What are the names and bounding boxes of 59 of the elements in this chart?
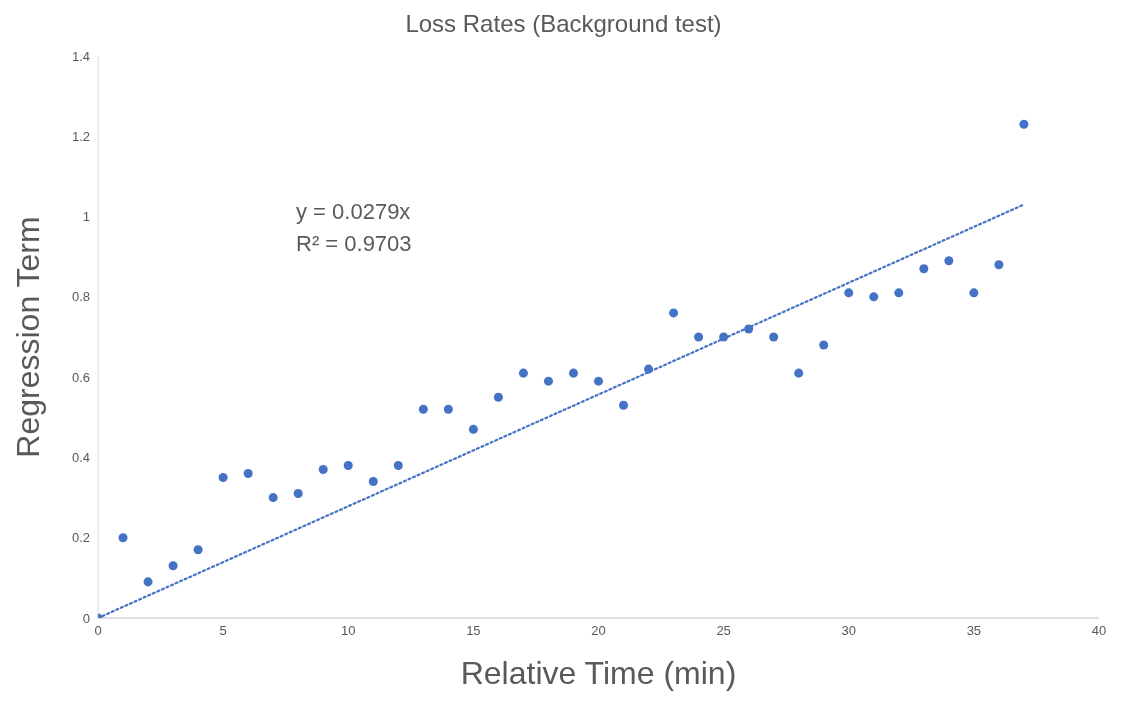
point: [593, 376, 604, 386]
y-tick-label: 1.2: [71, 128, 90, 144]
point: [543, 376, 553, 386]
point: [518, 368, 528, 378]
y-tick-label: 0.4: [71, 450, 90, 466]
point: [168, 561, 178, 571]
annotation: y = 0.0279x: [296, 198, 412, 226]
point: [819, 340, 829, 350]
point: [468, 424, 478, 434]
y-tick-label: 0.6: [71, 369, 90, 385]
point: [193, 545, 203, 555]
point: [418, 404, 428, 414]
point: [368, 477, 378, 487]
point: [1019, 119, 1029, 129]
point: [218, 472, 228, 483]
y-axis-title: Regression Term: [10, 216, 47, 458]
point: [919, 264, 929, 274]
point: [644, 364, 654, 374]
point: [769, 332, 779, 342]
point: [318, 464, 328, 474]
point: [669, 308, 679, 318]
y-tick-label: 1: [82, 209, 90, 225]
point: [969, 288, 979, 298]
point: [719, 332, 729, 342]
point: [568, 368, 578, 378]
point: [143, 577, 153, 587]
point: [393, 460, 403, 470]
point: [744, 324, 754, 334]
x-tick-label: 0: [94, 623, 102, 639]
point: [694, 332, 704, 342]
point: [243, 468, 253, 478]
x-tick-label: 5: [219, 623, 227, 639]
point: [293, 489, 303, 499]
point: [118, 533, 128, 543]
x-axis-title: Relative Time (min): [460, 655, 737, 691]
chart-title: Loss Rates (Background test): [404, 10, 723, 38]
point: [493, 392, 503, 402]
point: [994, 260, 1004, 270]
y-tick-label: 0: [82, 610, 90, 626]
y-tick-label: 0.8: [71, 289, 90, 305]
x-tick-label: 35: [966, 623, 982, 639]
point: [619, 400, 629, 410]
point: [944, 256, 954, 266]
point: [443, 404, 453, 414]
point: [343, 460, 353, 470]
x-tick-label: 30: [841, 623, 856, 639]
point: [894, 288, 904, 298]
x-tick-label: 10: [341, 623, 356, 639]
point: [268, 493, 278, 503]
x-tick-label: 20: [591, 623, 606, 639]
point: [794, 368, 804, 378]
y-tick-label: 1.4: [71, 48, 90, 64]
annotation: R² = 0.9703: [296, 230, 412, 258]
x-tick-label: 40: [1091, 623, 1107, 639]
x-tick-label: 15: [466, 623, 481, 639]
point: [844, 288, 854, 298]
x-tick-label: 25: [716, 623, 731, 639]
point: [869, 292, 879, 302]
y-tick-label: 0.2: [71, 530, 90, 546]
